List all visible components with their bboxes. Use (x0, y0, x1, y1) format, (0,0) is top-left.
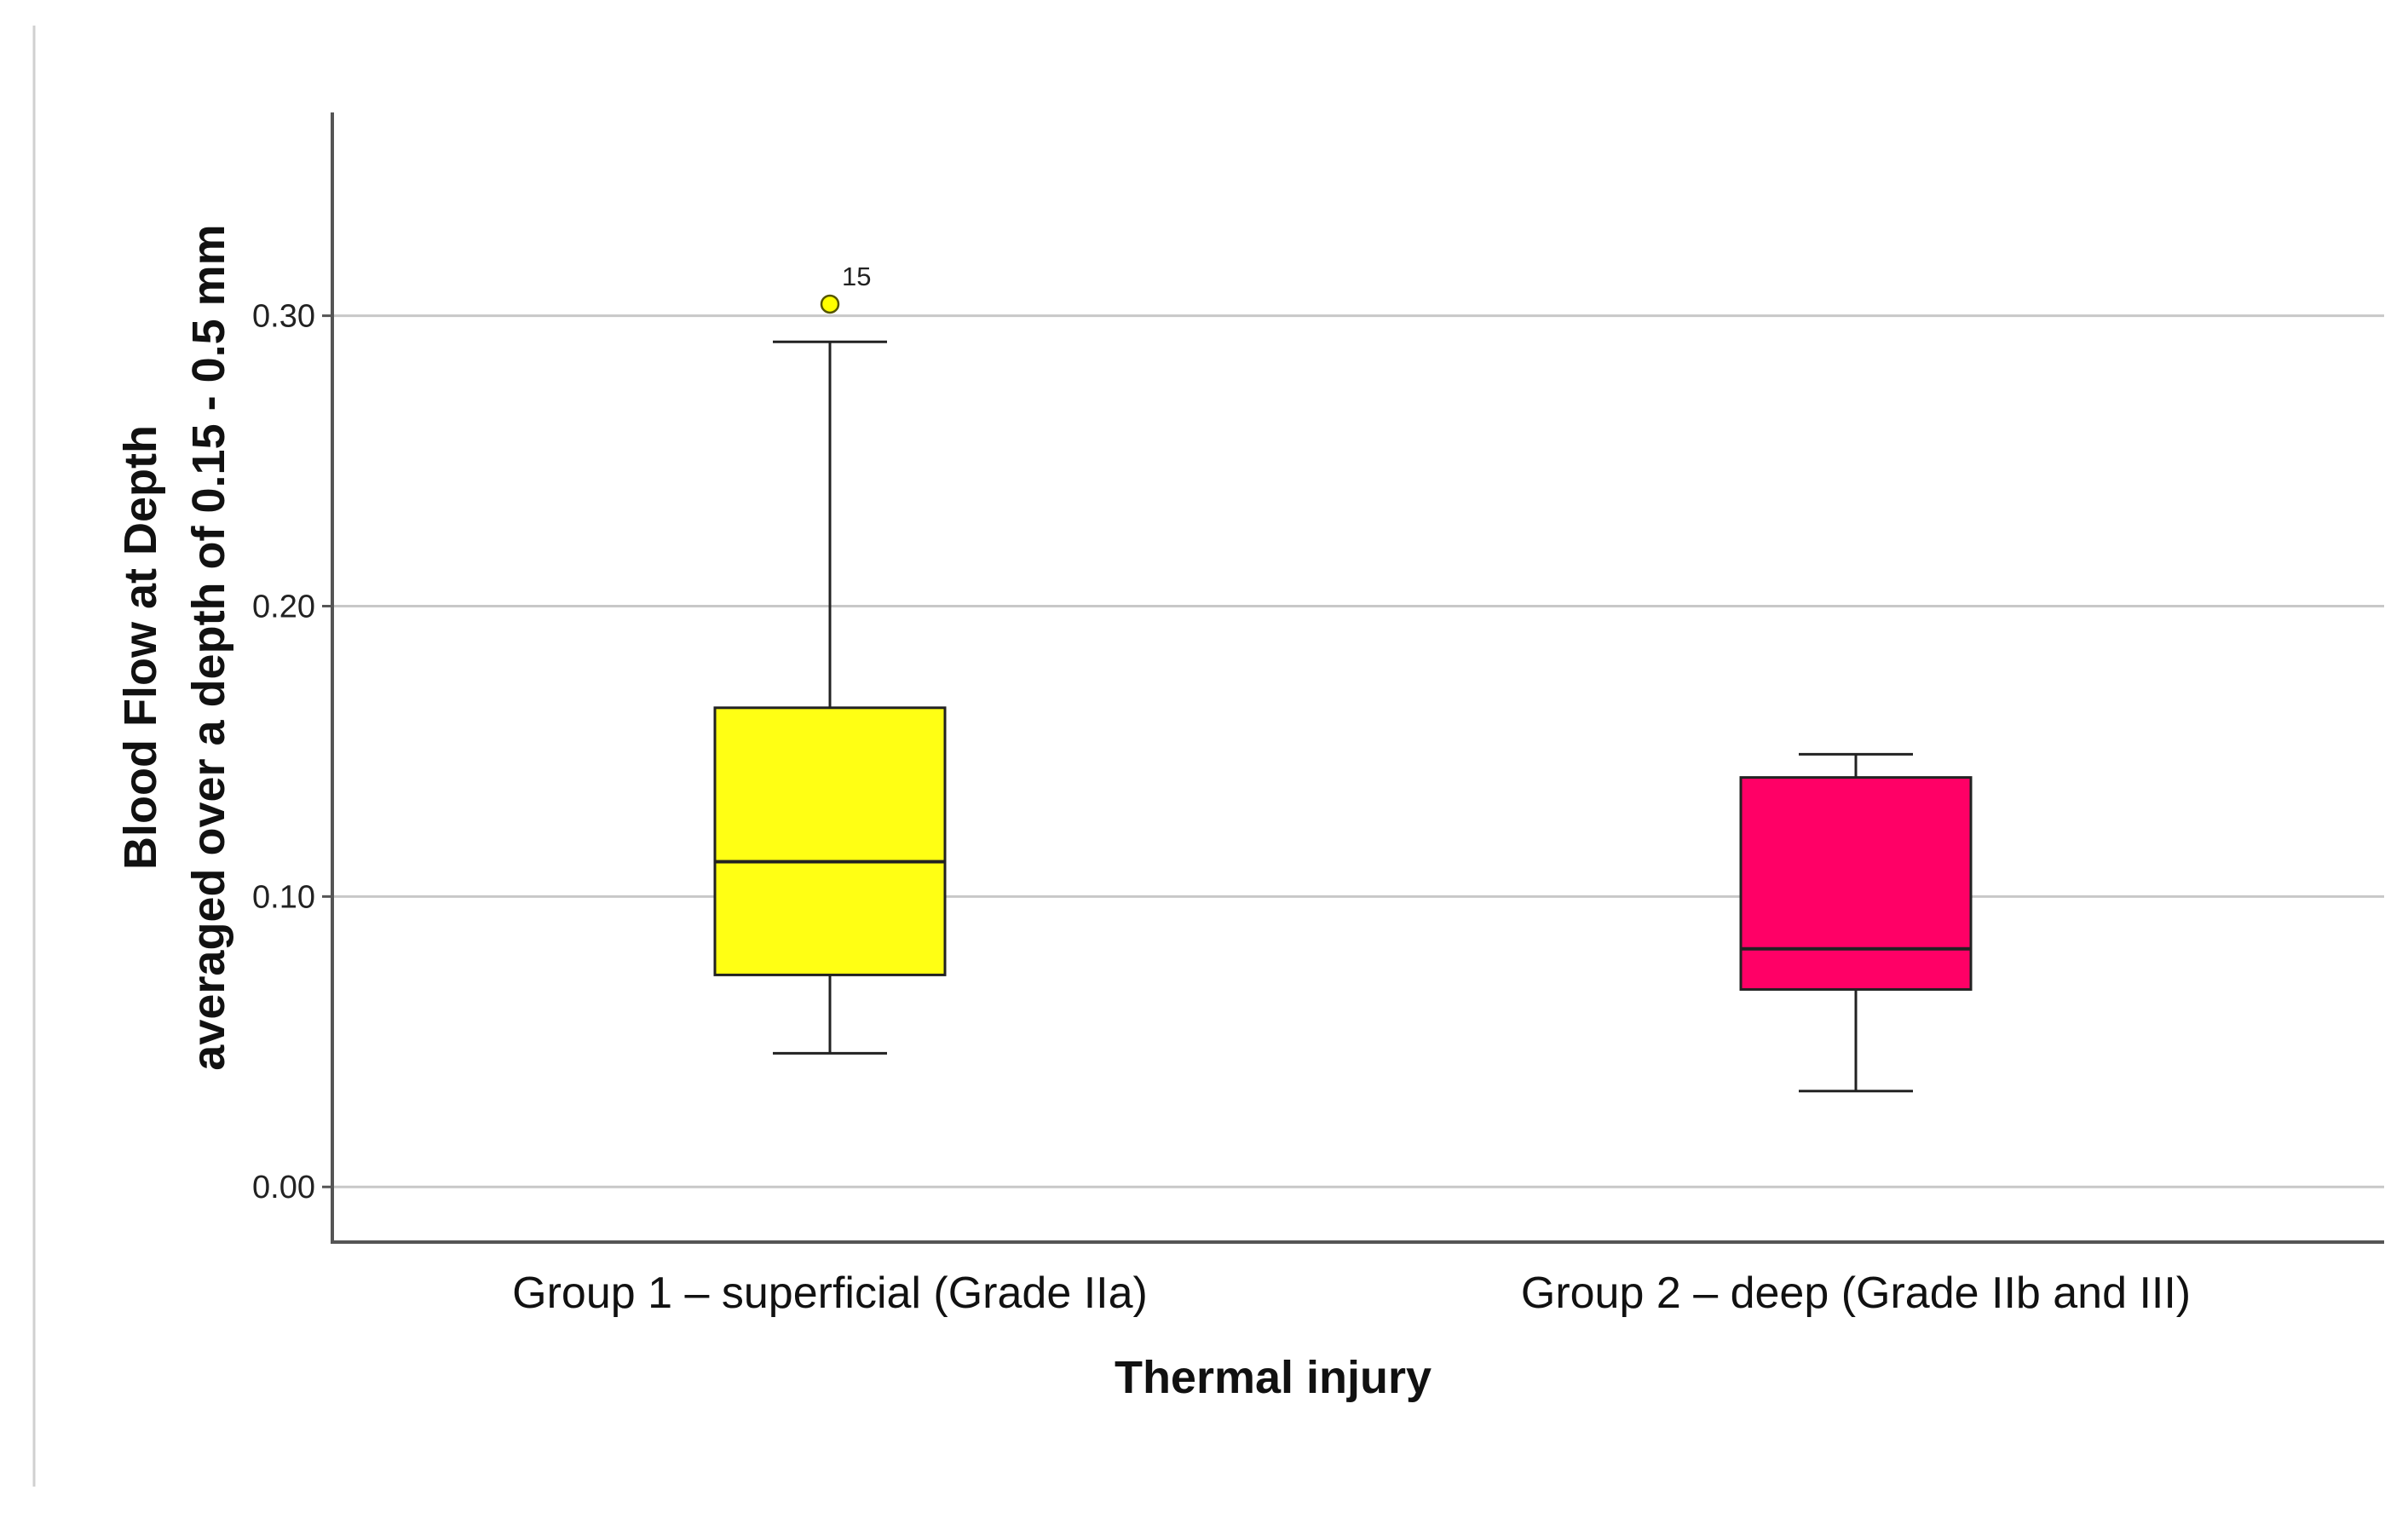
outlier-point-1 (820, 294, 840, 314)
axes (331, 112, 2384, 1244)
category-labels: Group 1 – superficial (Grade IIa) Group 2… (512, 1269, 2191, 1318)
y-axis-title-line-1: Blood Flow at Depth (115, 425, 166, 870)
box-group-1: 15 (713, 262, 947, 1055)
gridlines (334, 314, 2384, 1188)
box-group-2 (1739, 752, 1973, 1093)
y-tick-label-1: 0.10 (252, 879, 315, 915)
category-label-1: Group 1 – superficial (Grade IIa) (512, 1269, 1148, 1318)
y-tick-label-0: 0.00 (252, 1170, 315, 1205)
iqr-box (1739, 776, 1973, 991)
y-axis-title-line-2: averaged over a depth of 0.15 - 0.5 mm (183, 224, 234, 1070)
boxes: 15 (713, 262, 1973, 1093)
y-tick-labels: 0.00 0.10 0.20 0.30 (252, 299, 332, 1205)
x-axis-title: Thermal injury (1115, 1352, 1432, 1403)
iqr-box (713, 706, 947, 976)
y-tick-label-2: 0.20 (252, 589, 315, 624)
y-tick-label-3: 0.30 (252, 299, 315, 335)
outlier-label-1: 15 (842, 262, 871, 291)
category-label-2: Group 2 – deep (Grade IIb and III) (1521, 1269, 2191, 1318)
